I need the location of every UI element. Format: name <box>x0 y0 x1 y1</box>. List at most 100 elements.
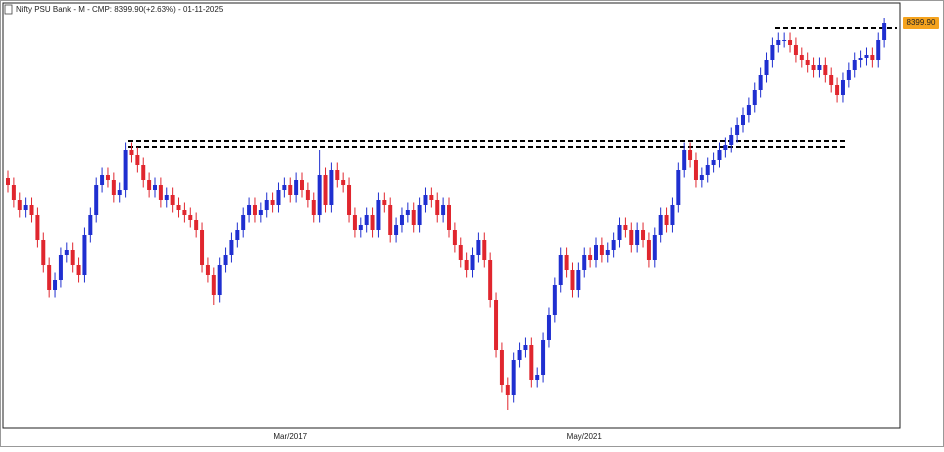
candle-body <box>476 240 481 255</box>
candle-body <box>35 215 40 240</box>
candle-body <box>411 210 416 225</box>
candle-body <box>599 245 604 255</box>
candle-body <box>417 205 422 225</box>
candle-body <box>770 45 775 60</box>
candle-body <box>399 215 404 225</box>
candle-body <box>329 170 334 205</box>
candle-body <box>523 345 528 350</box>
candle-body <box>123 150 128 190</box>
candle-body <box>517 350 522 360</box>
plot-area <box>2 2 901 429</box>
candle-body <box>864 55 869 58</box>
candle-body <box>782 40 787 41</box>
candle-body <box>452 230 457 245</box>
x-tick-label: Mar/2017 <box>273 432 307 441</box>
candle-body <box>447 205 451 230</box>
candle-body <box>658 215 663 235</box>
candle-body <box>752 90 757 105</box>
candle-body <box>270 200 275 205</box>
price-tag <box>903 17 939 30</box>
candle-body <box>564 255 569 270</box>
candle-body <box>129 150 134 155</box>
candle-body <box>258 210 263 215</box>
candle-body <box>746 105 751 115</box>
candle-body <box>223 255 228 265</box>
candle-body <box>235 230 240 240</box>
candle-body <box>699 175 704 180</box>
candle-body <box>88 215 93 235</box>
candle-body <box>840 80 845 95</box>
candle-body <box>835 85 840 95</box>
candle-body <box>511 360 516 395</box>
candle-body <box>688 150 693 160</box>
candle-body <box>717 150 722 160</box>
candle-body <box>805 60 810 65</box>
candle-body <box>623 225 628 230</box>
candle-body <box>241 215 246 230</box>
candle-body <box>494 300 499 350</box>
candle-body <box>570 270 575 290</box>
candle-body <box>53 280 58 290</box>
candle-body <box>305 190 310 200</box>
candle-body <box>464 260 469 270</box>
candle-body <box>541 340 546 375</box>
candle-body <box>552 285 557 315</box>
candle-body <box>394 225 399 235</box>
candle-body <box>882 23 887 40</box>
chart-title: Nifty PSU Bank - M - CMP: 8399.90(+2.63%… <box>16 5 224 14</box>
candle-body <box>611 240 616 250</box>
candle-body <box>141 165 146 180</box>
candle-body <box>164 195 169 200</box>
candle-body <box>147 180 152 190</box>
candle-body <box>341 180 346 185</box>
candle-body <box>170 195 175 205</box>
candle-body <box>582 255 587 270</box>
x-tick-label: May/2021 <box>567 432 603 441</box>
candle-body <box>735 125 740 135</box>
candle-body <box>646 240 651 260</box>
candle-body <box>176 205 181 210</box>
candle-body <box>846 70 851 80</box>
candle-body <box>723 145 728 150</box>
candle-body <box>6 178 10 185</box>
candle-body <box>364 215 369 225</box>
candle-body <box>799 55 804 60</box>
candle-body <box>576 270 581 290</box>
candle-body <box>211 275 216 295</box>
candle-body <box>629 230 634 245</box>
candle-body <box>823 65 828 75</box>
candle-body <box>188 215 193 220</box>
candle-body <box>682 150 687 170</box>
candle-body <box>605 250 610 255</box>
candle-body <box>858 58 863 60</box>
candle-body <box>264 200 269 210</box>
candle-body <box>64 250 69 255</box>
candle-body <box>382 200 387 205</box>
candle-body <box>652 235 657 260</box>
candle-body <box>811 65 816 70</box>
candle-body <box>529 345 534 380</box>
candle-body <box>282 185 287 190</box>
candle-body <box>153 185 157 190</box>
candle-body <box>94 185 99 215</box>
candle-body <box>664 215 669 225</box>
candle-body <box>111 180 116 195</box>
candle-body <box>376 200 381 230</box>
candle-body <box>870 55 875 60</box>
candle-body <box>705 165 710 175</box>
candle-body <box>711 160 716 165</box>
candle-body <box>829 75 834 85</box>
candle-body <box>347 185 352 215</box>
candle-body <box>23 205 28 210</box>
candle-body <box>635 230 640 245</box>
candle-body <box>29 205 34 215</box>
candle-body <box>200 230 205 265</box>
candle-body <box>247 205 252 215</box>
candle-body <box>876 40 881 60</box>
candle-body <box>441 205 446 215</box>
price-tag-label: 8399.90 <box>907 18 936 27</box>
candle-body <box>435 200 440 215</box>
candle-body <box>429 195 434 200</box>
